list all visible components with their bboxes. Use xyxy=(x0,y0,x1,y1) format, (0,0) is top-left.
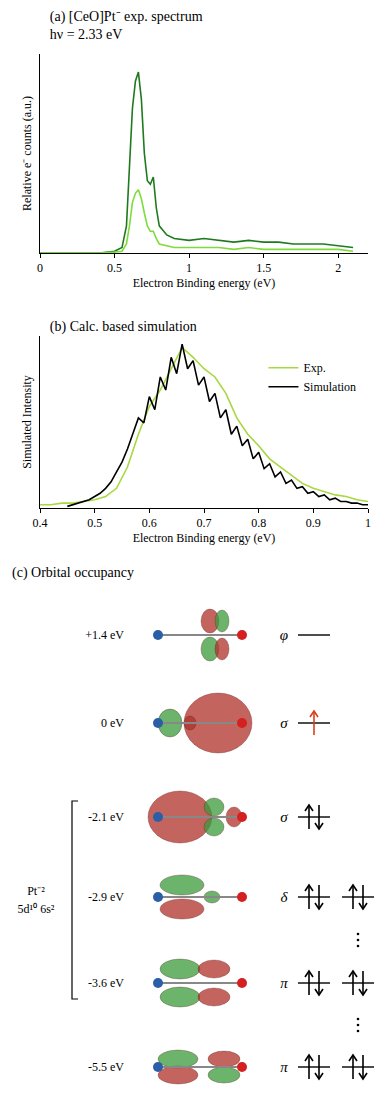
svg-text:π: π xyxy=(280,975,288,991)
svg-text:Relative e⁻ counts (a.u.): Relative e⁻ counts (a.u.) xyxy=(20,96,34,211)
svg-text:Electron Binding energy (eV): Electron Binding energy (eV) xyxy=(133,531,276,545)
svg-text:Exp.: Exp. xyxy=(303,361,325,375)
svg-text:5d¹⁰ 6s²: 5d¹⁰ 6s² xyxy=(18,902,55,916)
svg-text:0: 0 xyxy=(37,261,43,275)
svg-text:0.7: 0.7 xyxy=(197,516,212,530)
svg-text:-3.6 eV: -3.6 eV xyxy=(88,976,124,990)
svg-text:0.5: 0.5 xyxy=(87,516,102,530)
svg-text:-2.1 eV: -2.1 eV xyxy=(88,810,124,824)
svg-text:2: 2 xyxy=(335,261,341,275)
svg-text:0.5: 0.5 xyxy=(107,261,122,275)
svg-text:(c) Orbital occupancy: (c) Orbital occupancy xyxy=(12,565,134,581)
svg-text:1: 1 xyxy=(365,516,371,530)
svg-text:(b) Calc. based simulation: (b) Calc. based simulation xyxy=(50,319,197,335)
svg-text:σ: σ xyxy=(280,809,288,825)
svg-text:0.6: 0.6 xyxy=(142,516,157,530)
svg-text:1.5: 1.5 xyxy=(256,261,271,275)
svg-text:0.9: 0.9 xyxy=(306,516,321,530)
svg-text:Simulation: Simulation xyxy=(303,380,356,394)
svg-text:1: 1 xyxy=(186,261,192,275)
svg-text:0 eV: 0 eV xyxy=(101,716,124,730)
svg-text:0.4: 0.4 xyxy=(33,516,48,530)
svg-text:Pt⁻²: Pt⁻² xyxy=(27,884,45,898)
svg-text:Simulated Intensity: Simulated Intensity xyxy=(20,375,34,469)
svg-text:-2.9 eV: -2.9 eV xyxy=(88,890,124,904)
svg-text:δ: δ xyxy=(281,889,289,905)
svg-text:φ: φ xyxy=(280,627,288,643)
svg-text:-5.5 eV: -5.5 eV xyxy=(88,1060,124,1074)
svg-text:Electron Binding energy (eV): Electron Binding energy (eV) xyxy=(133,276,276,290)
svg-text:π: π xyxy=(280,1059,288,1075)
svg-text:(a) [CeO]Pt⁻ exp. spectrumhν =: (a) [CeO]Pt⁻ exp. spectrumhν = 2.33 eV xyxy=(50,9,203,42)
svg-text:0.8: 0.8 xyxy=(251,516,266,530)
svg-text:+1.4 eV: +1.4 eV xyxy=(85,628,124,642)
svg-text:σ: σ xyxy=(280,715,288,731)
